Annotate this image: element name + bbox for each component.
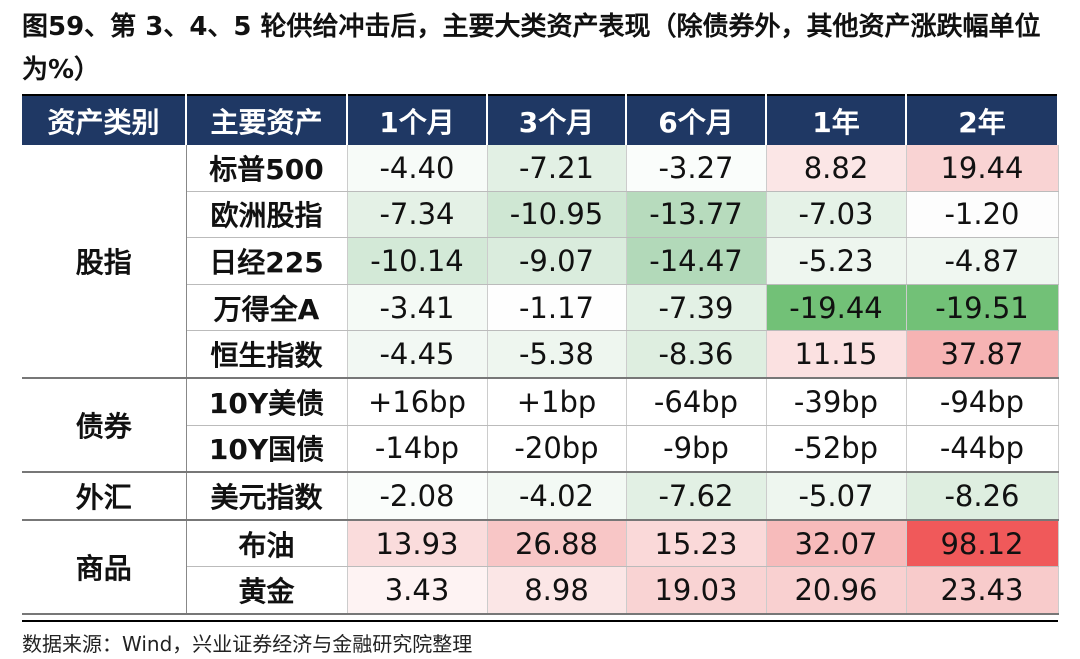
asset-cell: 万得全A [186,284,348,332]
value-cell: -13.77 [626,191,767,239]
table-row: 债券 10Y美债 +16bp +1bp -64bp -39bp -94bp [22,377,1059,474]
value-cell: -8.26 [906,472,1059,521]
value-cell: -7.34 [347,191,488,239]
header-cell: 2年 [906,95,1059,145]
value-cell: -20bp [487,425,627,474]
value-cell: -5.07 [766,472,907,521]
value-cell: -7.03 [766,191,907,239]
value-cell: -7.39 [626,284,767,332]
value-cell: +16bp [347,377,488,426]
value-cell: -9bp [626,425,767,474]
value-cell: 32.07 [766,519,907,568]
table-row: 外汇 美元指数 -2.08 -4.02 -7.62 -5.07 -8.26 [22,472,1059,521]
value-cell: 20.96 [766,566,907,615]
table: 资产类别 主要资产 1个月 3个月 6个月 1年 2年 股指 标普500 -4.40 -7.21-… [22,94,1059,615]
asset-cell: 布油 [186,519,348,568]
value-cell: -7.62 [626,472,767,521]
header-cell: 主要资产 [186,95,348,145]
header-cell: 1个月 [347,95,488,145]
asset-cell: 美元指数 [186,472,348,521]
header-cell: 6个月 [626,95,767,145]
asset-cell: 欧洲股指 [186,191,348,239]
value-cell: -3.27 [626,145,767,192]
value-cell: 19.44 [906,145,1059,192]
table-row: 日经225 -10.14 -9.07 -14.47 -5.23 -4.87 [22,237,1059,285]
value-cell: -19.44 [766,284,907,332]
value-cell: 19.03 [626,566,767,615]
value-cell: -7.21 [487,145,627,192]
value-cell: 15.23 [626,519,767,568]
group-cell: 债券 [22,377,187,474]
value-cell: -14.47 [626,237,767,285]
value-cell: -19.51 [906,284,1059,332]
value-cell: -10.95 [487,191,627,239]
title: 图59、第 3、4、5 轮供给冲击后，主要大类资产表现（除债券外，其他资产涨跌幅… [22,12,1041,85]
value-cell: -4.02 [487,472,627,521]
asset-cell: 10Y美债 [186,377,348,426]
header-cell: 1年 [766,95,907,145]
table-row: 商品 布油 13.93 26.88 15.23 32.07 98.12 [22,519,1059,615]
value-cell: 23.43 [906,566,1059,615]
value-cell: -10.14 [347,237,488,285]
value-cell: -5.38 [487,330,627,379]
value-cell: -5.23 [766,237,907,285]
value-cell: -4.87 [906,237,1059,285]
asset-cell: 恒生指数 [186,330,348,379]
asset-cell: 日经225 [186,237,348,285]
value-cell: -2.08 [347,472,488,521]
table-row: 黄金 3.43 8.98 19.03 20.96 23.43 [22,566,1059,615]
value-cell: -9.07 [487,237,627,285]
group-cell: 股指 [22,145,187,379]
source: 数据来源：Wind，兴业证券经济与金融研究院整理 [22,620,1058,657]
value-cell: +1bp [487,377,627,426]
value-cell: -52bp [766,425,907,474]
value-cell: 11.15 [766,330,907,379]
value-cell: -39bp [766,377,907,426]
value-cell: -8.36 [626,330,767,379]
value-cell: -3.41 [347,284,488,332]
asset-cell: 10Y国债 [186,425,348,474]
value-cell: -94bp [906,377,1059,426]
group-cell: 商品 [22,519,187,615]
value-cell: -44bp [906,425,1059,474]
asset-cell: 黄金 [186,566,348,615]
value-cell: -14bp [347,425,488,474]
group-cell: 外汇 [22,472,187,521]
value-cell: -1.20 [906,191,1059,239]
value-cell: -4.40 [347,145,488,192]
header-cell: 资产类别 [22,95,187,145]
value-cell: 98.12 [906,519,1059,568]
table-row: 欧洲股指 -7.34 -10.95 -13.77 -7.03 -1.20 [22,191,1059,239]
value-cell: 8.82 [766,145,907,192]
value-cell: 8.98 [487,566,627,615]
table-row: 股指 标普500 -4.40 -7.21 -3.27 8.82 19.44 [22,145,1059,379]
header-row: 资产类别 主要资产 1个月 3个月 6个月 1年 2年 [22,95,1059,145]
table-row: 恒生指数 -4.45 -5.38 -8.36 11.15 37.87 [22,330,1059,379]
header-cell: 3个月 [487,95,627,145]
asset-cell: 标普500 [186,145,348,192]
value-cell: 26.88 [487,519,627,568]
value-cell: -1.17 [487,284,627,332]
value-cell: 13.93 [347,519,488,568]
table-row: 10Y国债 -14bp -20bp -9bp -52bp -44bp [22,425,1059,474]
value-cell: 3.43 [347,566,488,615]
table-row: 万得全A -3.41 -1.17 -7.39 -19.44 -19.51 [22,284,1059,332]
value-cell: -64bp [626,377,767,426]
table-body: 股指 标普500 -4.40 -7.21 -3.27 8.82 19.44 欧洲股指 -7.34… [22,145,1059,615]
value-cell: -4.45 [347,330,488,379]
value-cell: 37.87 [906,330,1059,379]
